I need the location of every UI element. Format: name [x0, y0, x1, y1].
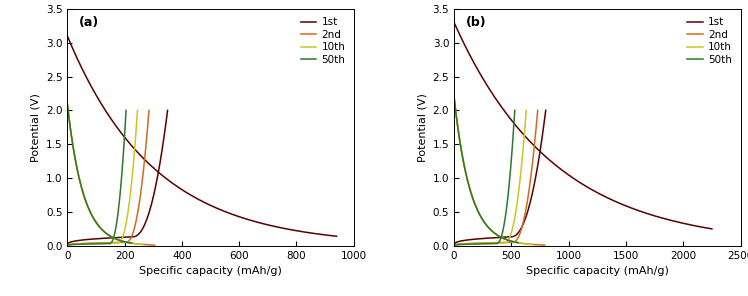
- Y-axis label: Potential (V): Potential (V): [417, 93, 427, 162]
- Text: (a): (a): [79, 16, 99, 29]
- Legend: 1st, 2nd, 10th, 50th: 1st, 2nd, 10th, 50th: [684, 14, 735, 68]
- X-axis label: Specific capacity (mAh/g): Specific capacity (mAh/g): [139, 266, 282, 276]
- Legend: 1st, 2nd, 10th, 50th: 1st, 2nd, 10th, 50th: [298, 14, 349, 68]
- Y-axis label: Potential (V): Potential (V): [30, 93, 40, 162]
- X-axis label: Specific capacity (mAh/g): Specific capacity (mAh/g): [526, 266, 669, 276]
- Text: (b): (b): [465, 16, 486, 29]
